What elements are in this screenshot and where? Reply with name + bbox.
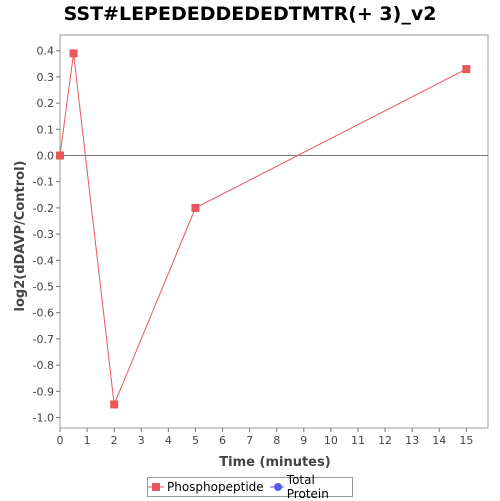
square-marker-icon [148, 483, 164, 491]
y-tick-label: -0.3 [33, 228, 54, 241]
y-tick-label: -1.0 [33, 412, 54, 425]
x-tick-label: 5 [192, 434, 199, 447]
y-tick-label: -0.9 [33, 385, 54, 398]
x-axis: 0 1 2 3 4 5 6 7 8 9 10 11 12 13 14 15 [57, 428, 473, 447]
x-tick-label: 3 [138, 434, 145, 447]
y-tick-label: 0.2 [37, 97, 55, 110]
data-point [110, 400, 119, 409]
x-tick-label: 6 [219, 434, 226, 447]
legend-item-total-protein: Total Protein [269, 473, 352, 501]
y-tick-label: -0.4 [33, 254, 54, 267]
plot-area [59, 34, 489, 429]
x-tick-label: 15 [459, 434, 473, 447]
plot-frame [59, 34, 489, 429]
y-tick-label: 0.4 [37, 45, 55, 58]
data-point [56, 151, 64, 160]
x-tick-label: 14 [432, 434, 446, 447]
x-tick-label: 12 [378, 434, 392, 447]
y-tick-label: 0.3 [37, 71, 55, 84]
legend-item-phosphopeptide: Phosphopeptide [148, 480, 264, 494]
chart-title: SST#LEPEDEDDEDEDTMTR(+ 3)_v2 [63, 3, 437, 25]
data-point [191, 203, 200, 212]
y-tick-label: -0.5 [33, 281, 54, 294]
x-tick-label: 7 [246, 434, 253, 447]
y-tick-label: 0.1 [37, 123, 55, 136]
legend-label-total-protein: Total Protein [286, 473, 329, 501]
circle-marker-icon [269, 483, 284, 491]
legend-label-phosphopeptide: Phosphopeptide [167, 480, 264, 494]
x-tick-label: 9 [300, 434, 307, 447]
x-tick-label: 2 [111, 434, 118, 447]
y-tick-label: -0.6 [33, 307, 54, 320]
data-point [69, 49, 78, 58]
x-tick-label: 11 [351, 434, 365, 447]
y-axis: 0.4 0.3 0.2 0.1 0.0 -0.1 -0.2 -0.3 -0.4 -0.5 -0.6 -… [33, 45, 60, 425]
y-axis-label: log2(dDAVP/Control) [13, 161, 28, 312]
y-tick-label: -0.8 [33, 359, 54, 372]
x-tick-label: 13 [405, 434, 419, 447]
legend: Phosphopeptide Total Protein [147, 473, 353, 501]
y-tick-label: -0.7 [33, 333, 54, 346]
data-point [462, 65, 471, 74]
x-axis-label: Time (minutes) [219, 455, 330, 470]
x-tick-label: 4 [165, 434, 172, 447]
y-tick-label: -0.2 [33, 202, 54, 215]
x-tick-label: 10 [324, 434, 338, 447]
x-tick-label: 0 [57, 434, 64, 447]
y-tick-label: -0.1 [33, 176, 54, 189]
x-tick-label: 1 [84, 434, 91, 447]
x-tick-label: 8 [273, 434, 280, 447]
y-tick-label: 0.0 [37, 150, 55, 163]
series-layer [56, 49, 471, 409]
